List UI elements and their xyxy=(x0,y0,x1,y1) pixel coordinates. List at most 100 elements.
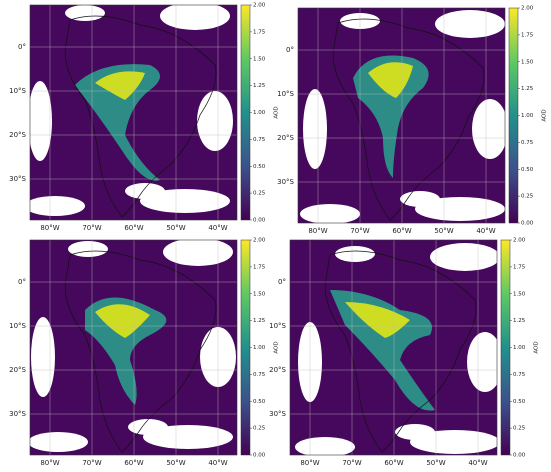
colorbar-tick-label: 1.00 xyxy=(521,113,534,119)
colorbar-tick-label: 1.00 xyxy=(513,345,526,351)
cloud xyxy=(395,424,435,440)
colorbar-tick-label: 0.50 xyxy=(521,167,534,173)
aod-plume-core xyxy=(368,62,413,98)
cloud xyxy=(68,241,108,257)
lat-label: 30°S xyxy=(277,178,294,186)
lat-label: 0° xyxy=(286,46,294,54)
cloud xyxy=(65,5,105,21)
cloud xyxy=(303,89,327,169)
lon-label: 40°W xyxy=(208,459,227,467)
colorbar-tick-label: 2.00 xyxy=(253,3,266,9)
lat-label: 30°S xyxy=(269,410,286,418)
lon-label: 70°W xyxy=(350,227,369,235)
cloud xyxy=(472,99,508,159)
lon-label: 50°W xyxy=(426,459,445,467)
colorbar-tick-label: 0.50 xyxy=(513,399,526,405)
lat-label: 20°S xyxy=(9,366,26,374)
cloud xyxy=(415,197,505,221)
colorbar xyxy=(500,239,511,456)
lon-label: 60°W xyxy=(124,224,143,232)
lat-label: 10°S xyxy=(277,90,294,98)
colorbar xyxy=(240,4,251,221)
coastline xyxy=(64,15,217,218)
map-frame xyxy=(29,4,238,221)
lat-label: 10°S xyxy=(9,87,26,95)
cloud xyxy=(335,246,375,262)
map-panel: 0° 10°S 20°S 30°S 80°W 70°W 60°W 50°W 40°W 0.00 0.… xyxy=(9,238,279,468)
cloud xyxy=(28,432,88,452)
lon-label: 40°W xyxy=(208,224,227,232)
cloud xyxy=(410,430,500,454)
colorbar-label: AOD xyxy=(534,341,540,353)
colorbar-label: AOD xyxy=(274,341,280,353)
lon-label: 60°W xyxy=(384,459,403,467)
coastline xyxy=(324,250,477,453)
colorbar-tick-label: 2.00 xyxy=(521,6,534,12)
map-panel: 0° 10°S 20°S 30°S 80°W 70°W 60°W 50°W 40°W 0.00 0.… xyxy=(9,2,280,232)
lat-label: 0° xyxy=(18,278,26,286)
lat-label: 10°S xyxy=(9,322,26,330)
map-frame xyxy=(29,239,238,456)
cloud xyxy=(163,238,233,266)
colorbar-tick-label: 1.50 xyxy=(253,56,266,62)
cloud xyxy=(140,189,230,213)
colorbar-tick-label: 1.25 xyxy=(253,318,266,324)
colorbar-tick-label: 1.25 xyxy=(253,83,266,89)
cloud xyxy=(400,191,440,207)
colorbar-tick-label: 1.75 xyxy=(253,264,266,270)
colorbar-tick-label: 1.00 xyxy=(253,345,266,351)
lon-label: 80°W xyxy=(40,459,59,467)
cloud xyxy=(160,2,230,30)
cloud xyxy=(430,243,500,271)
cloud xyxy=(295,437,355,457)
colorbar-tick-label: 0.50 xyxy=(253,399,266,405)
colorbar-tick-label: 0.25 xyxy=(253,426,266,432)
colorbar-tick-label: 0.25 xyxy=(521,194,534,200)
colorbar-tick-label: 0.75 xyxy=(513,372,526,378)
lon-label: 70°W xyxy=(342,459,361,467)
aod-plume-core xyxy=(345,302,410,338)
colorbar-tick-label: 0.75 xyxy=(253,372,266,378)
lat-label: 20°S xyxy=(269,366,286,374)
lon-label: 40°W xyxy=(476,227,495,235)
colorbar xyxy=(508,7,519,224)
colorbar-tick-label: 2.00 xyxy=(253,238,266,244)
cloud xyxy=(28,81,52,161)
aod-plume-core xyxy=(95,71,145,100)
lat-label: 30°S xyxy=(9,410,26,418)
lat-label: 0° xyxy=(18,43,26,51)
colorbar-tick-label: 0.00 xyxy=(253,453,266,459)
lon-label: 40°W xyxy=(468,459,487,467)
colorbar-tick-label: 1.50 xyxy=(521,59,534,65)
lon-label: 60°W xyxy=(392,227,411,235)
cloud xyxy=(467,332,503,392)
lat-label: 0° xyxy=(278,278,286,286)
cloud xyxy=(128,419,168,435)
cloud xyxy=(25,196,85,216)
colorbar-label: AOD xyxy=(274,106,280,118)
colorbar-tick-label: 2.00 xyxy=(513,238,526,244)
colorbar-tick-label: 1.50 xyxy=(513,291,526,297)
colorbar-tick-label: 1.75 xyxy=(253,29,266,35)
lat-label: 20°S xyxy=(277,134,294,142)
colorbar-tick-label: 1.25 xyxy=(513,318,526,324)
colorbar-tick-label: 1.25 xyxy=(521,86,534,92)
cloud xyxy=(197,91,233,151)
lon-label: 50°W xyxy=(434,227,453,235)
colorbar-tick-label: 0.50 xyxy=(253,164,266,170)
coastline xyxy=(332,18,485,221)
lon-label: 80°W xyxy=(40,224,59,232)
lon-label: 60°W xyxy=(124,459,143,467)
colorbar-tick-label: 1.75 xyxy=(513,264,526,270)
colorbar-tick-label: 0.00 xyxy=(513,453,526,459)
cloud xyxy=(125,183,165,199)
lon-label: 50°W xyxy=(166,459,185,467)
lat-label: 30°S xyxy=(9,175,26,183)
colorbar-tick-label: 0.25 xyxy=(513,426,526,432)
colorbar-tick-label: 0.25 xyxy=(253,191,266,197)
aod-plume xyxy=(75,64,160,181)
map-frame xyxy=(289,239,498,456)
colorbar-label: AOD xyxy=(542,109,548,121)
aod-plume-core xyxy=(95,304,150,338)
